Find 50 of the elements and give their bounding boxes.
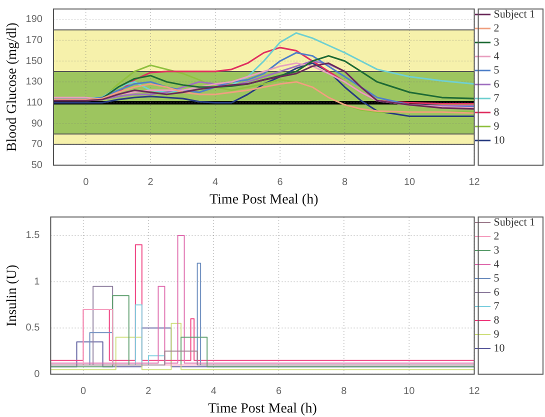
legend-label: 4 bbox=[494, 50, 500, 62]
y-tick-label: 190 bbox=[26, 14, 43, 26]
x-axis-title: Time Post Meal (h) bbox=[209, 192, 319, 208]
x-tick-label: 10 bbox=[404, 176, 416, 188]
legend-label: Subject 1 bbox=[494, 8, 536, 20]
legend-label: 9 bbox=[494, 328, 500, 340]
legend-label: 5 bbox=[494, 64, 500, 76]
x-tick-label: 6 bbox=[277, 176, 284, 188]
y-tick-label: 90 bbox=[31, 118, 43, 130]
legend-label: 7 bbox=[494, 92, 500, 104]
legend-label: 3 bbox=[494, 36, 500, 48]
y-axis-title: Blood Glucose (mg/dl) bbox=[5, 22, 20, 152]
y-tick-label: 1.5 bbox=[26, 230, 40, 242]
x-tick-label: 4 bbox=[212, 176, 219, 188]
x-tick-label: 8 bbox=[341, 386, 348, 397]
x-tick-label: 2 bbox=[148, 176, 154, 188]
y-tick-label: 170 bbox=[26, 34, 43, 46]
x-tick-label: 8 bbox=[342, 176, 348, 188]
legend-label: 8 bbox=[494, 106, 500, 118]
legend-label: 10 bbox=[494, 342, 506, 354]
legend-label: 3 bbox=[494, 244, 500, 256]
legend-label: 8 bbox=[494, 314, 500, 326]
x-tick-label: 12 bbox=[468, 386, 480, 397]
legend-label: 6 bbox=[494, 78, 500, 90]
x-tick-label: 0 bbox=[83, 176, 90, 188]
legend-label: 9 bbox=[494, 120, 500, 132]
x-tick-label: 4 bbox=[210, 386, 217, 397]
x-axis-title: Time Post Meal (h) bbox=[208, 401, 318, 416]
legend-label: 4 bbox=[494, 258, 500, 270]
legend-label: Subject 1 bbox=[494, 216, 536, 228]
x-tick-label: 2 bbox=[146, 386, 152, 397]
legend-label: 7 bbox=[494, 300, 500, 312]
legend-label: 2 bbox=[494, 22, 500, 34]
y-tick-label: 70 bbox=[31, 139, 43, 150]
legend-label: 2 bbox=[494, 230, 500, 242]
y-tick-label: 0.5 bbox=[26, 322, 40, 334]
y-tick-label: 110 bbox=[26, 97, 43, 108]
x-tick-label: 12 bbox=[468, 176, 480, 188]
x-tick-label: 10 bbox=[404, 386, 416, 397]
y-axis-title: Insulin (U) bbox=[5, 264, 20, 327]
y-tick-label: 150 bbox=[26, 56, 43, 67]
y-tick-label: 50 bbox=[31, 160, 43, 171]
y-tick-label: 0 bbox=[34, 368, 40, 380]
x-tick-label: 0 bbox=[80, 386, 86, 397]
legend-label: 5 bbox=[494, 272, 500, 284]
legend-label: 6 bbox=[494, 286, 500, 298]
y-tick-label: 130 bbox=[26, 76, 43, 88]
legend-label: 10 bbox=[494, 134, 506, 146]
y-tick-label: 1 bbox=[34, 276, 40, 288]
x-tick-label: 6 bbox=[276, 386, 282, 397]
